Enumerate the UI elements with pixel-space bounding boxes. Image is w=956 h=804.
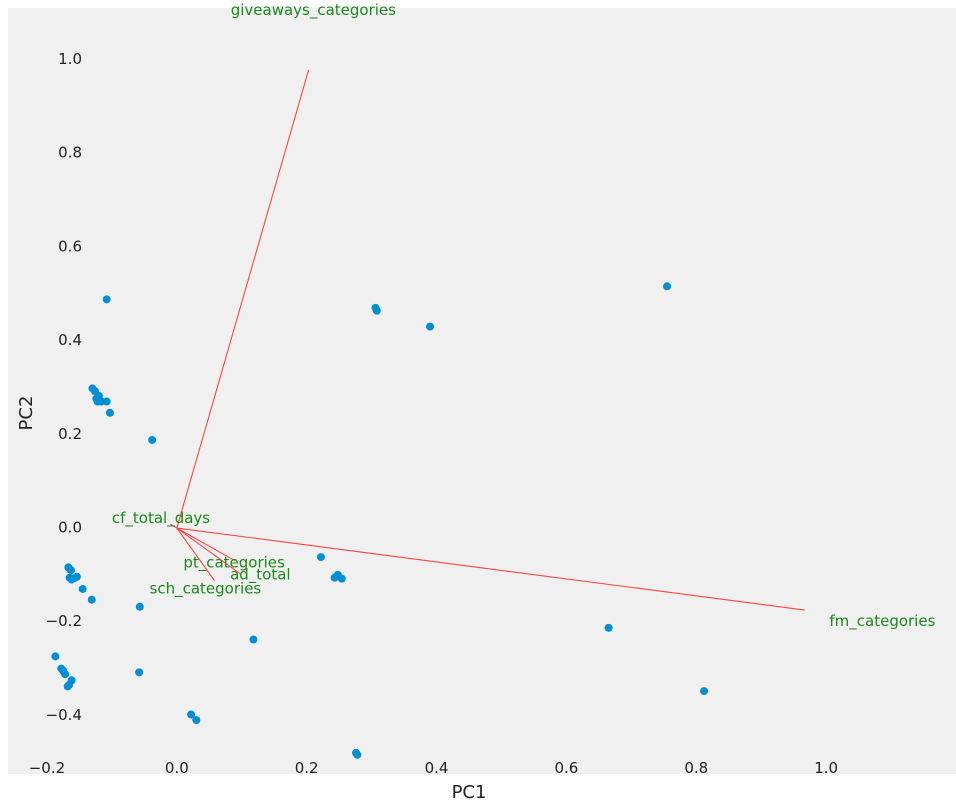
x-tick-label: 0.2	[295, 759, 319, 777]
y-tick-label: 1.0	[58, 50, 82, 68]
data-point	[426, 322, 435, 331]
data-point	[700, 687, 709, 696]
data-point	[249, 635, 258, 644]
data-point	[66, 566, 75, 575]
y-tick-label: 0.6	[58, 237, 82, 255]
y-tick-label: 0.4	[58, 331, 82, 349]
x-axis-label: PC1	[452, 782, 487, 803]
loading-label-ad-total: ad_total	[230, 565, 291, 584]
data-point	[51, 652, 60, 661]
data-point	[372, 306, 381, 315]
y-tick-label: 0.8	[58, 144, 82, 162]
data-point	[72, 572, 81, 581]
data-point	[135, 602, 144, 611]
y-tick-label: −0.2	[46, 612, 82, 630]
y-tick-label: −0.4	[46, 706, 82, 724]
data-point	[148, 435, 157, 444]
data-point	[187, 710, 196, 719]
x-axis-ticks: −0.2 0.0 0.2 0.4 0.6 0.8 1.0	[29, 759, 838, 777]
loading-vector-giveaways-categories	[176, 69, 310, 529]
y-axis-label: PC2	[16, 396, 37, 431]
loading-label-sch-categories: sch_categories	[150, 579, 262, 598]
x-tick-label: 0.8	[684, 759, 708, 777]
loading-labels: giveaways_categories fm_categories cf_tota…	[112, 1, 936, 631]
x-tick-label: 0.6	[554, 759, 578, 777]
loading-vector-cf-total-days	[170, 523, 178, 529]
loading-label-giveaways-categories: giveaways_categories	[231, 1, 396, 20]
data-point	[61, 670, 70, 679]
y-tick-label: 0.0	[58, 519, 82, 537]
data-point	[604, 623, 613, 632]
loading-label-pt-categories: pt_categories	[183, 554, 285, 573]
x-tick-label: 1.0	[814, 759, 838, 777]
loading-vector-sch-categories	[176, 527, 215, 581]
loading-vectors	[170, 69, 805, 611]
data-point	[105, 408, 114, 417]
x-tick-label: 0.4	[425, 759, 449, 777]
data-point	[102, 397, 111, 406]
x-tick-label: 0.0	[165, 759, 189, 777]
loading-label-cf-total-days: cf_total_days	[112, 509, 210, 528]
data-point	[102, 295, 111, 304]
data-point	[663, 282, 672, 291]
data-point	[353, 750, 362, 759]
loading-vector-ad-total	[176, 527, 241, 575]
score-points	[51, 282, 709, 759]
y-axis-ticks: −0.4 −0.2 0.0 0.2 0.4 0.6 0.8 1.0	[46, 50, 82, 724]
loading-vector-fm-categories	[176, 527, 805, 611]
data-point	[78, 584, 87, 593]
plot-area	[8, 8, 956, 774]
loading-vector-pt-categories	[176, 527, 236, 562]
data-point	[192, 716, 201, 725]
data-point	[337, 574, 346, 583]
data-point	[316, 553, 325, 562]
data-point	[87, 595, 96, 604]
y-tick-label: 0.2	[58, 425, 82, 443]
data-point	[135, 668, 144, 677]
x-tick-label: −0.2	[29, 759, 65, 777]
loading-label-fm-categories: fm_categories	[829, 612, 935, 631]
data-point	[63, 682, 72, 691]
